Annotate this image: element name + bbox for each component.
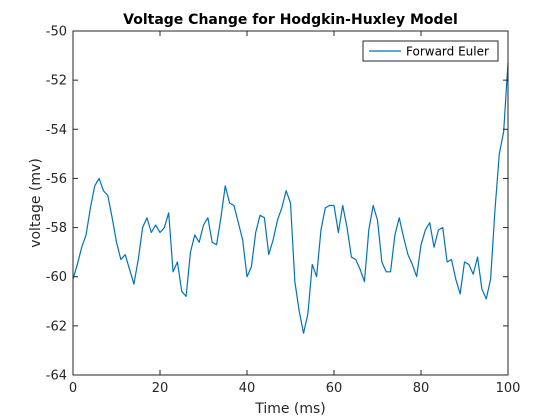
- y-axis: -64 -62 -60 -58 -56 -54 -52 -50: [46, 25, 508, 384]
- x-tick-label: 80: [413, 381, 430, 396]
- y-axis-label: voltage (mv): [28, 158, 44, 248]
- axes-box: [72, 30, 509, 376]
- y-tick-label: -58: [46, 221, 67, 236]
- x-tick-label: 20: [152, 381, 169, 396]
- x-tick-label: 40: [239, 381, 256, 396]
- x-tick-label: 60: [326, 381, 343, 396]
- x-tick-label: 0: [69, 381, 77, 396]
- legend-box: [362, 40, 499, 62]
- series-line-0: [72, 62, 509, 334]
- legend: Forward Euler: [362, 40, 499, 62]
- y-tick-label: -64: [46, 369, 67, 384]
- y-tick-label: -56: [46, 172, 67, 187]
- x-axis-label: Time (ms): [254, 401, 326, 417]
- y-tick-label: -52: [46, 74, 67, 89]
- x-axis: 0 20 40 60 80 100: [69, 31, 521, 396]
- y-tick-label: -50: [46, 25, 67, 40]
- x-tick-label: 100: [496, 381, 521, 396]
- y-tick-label: -60: [46, 270, 67, 285]
- legend-label: Forward Euler: [406, 45, 489, 59]
- series-layer: [72, 62, 509, 334]
- y-tick-label: -62: [46, 319, 67, 334]
- y-tick-label: -54: [46, 123, 67, 138]
- chart-title: Voltage Change for Hodgkin-Huxley Model: [123, 12, 458, 28]
